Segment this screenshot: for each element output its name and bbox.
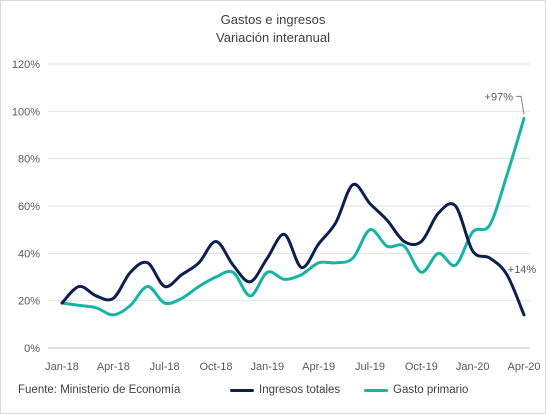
legend-swatch-gasto (364, 388, 388, 392)
y-tick-label: 80% (18, 154, 40, 166)
y-tick-label: 60% (18, 201, 40, 213)
y-tick-label: 120% (12, 59, 40, 71)
x-tick-label: Jan-18 (45, 361, 79, 373)
x-tick-label: Apr-19 (302, 361, 335, 373)
chart-subtitle: Variación interanual (216, 30, 330, 45)
x-tick-label: Apr-20 (507, 361, 540, 373)
chart-title: Gastos e ingresos (220, 12, 326, 27)
legend-swatch-ingresos (230, 388, 254, 392)
x-tick-label: Jan-20 (456, 361, 490, 373)
annotation-label: +14% (508, 264, 537, 276)
y-tick-label: 20% (18, 296, 40, 308)
x-tick-label: Jul-19 (355, 361, 385, 373)
x-tick-label: Jul-18 (150, 361, 180, 373)
annotation-label: +97% (485, 91, 514, 103)
source-note: Fuente: Ministerio de Economía (18, 384, 181, 396)
y-tick-label: 0% (24, 343, 40, 355)
x-tick-label: Oct-18 (199, 361, 232, 373)
legend-item-ingresos: Ingresos totales (230, 384, 340, 396)
y-tick-label: 40% (18, 248, 40, 260)
legend-label-ingresos: Ingresos totales (259, 384, 341, 396)
series-line-gasto-primario (60, 116, 526, 317)
x-tick-label: Oct-19 (405, 361, 438, 373)
legend-label-gasto: Gasto primario (393, 384, 469, 396)
series-line-ingresos-totales (60, 182, 526, 317)
x-tick-label: Apr-18 (97, 361, 130, 373)
y-tick-label: 100% (12, 106, 40, 118)
legend-item-gasto: Gasto primario (364, 384, 468, 396)
x-tick-label: Jan-19 (251, 361, 285, 373)
annotation-leader (516, 95, 525, 115)
